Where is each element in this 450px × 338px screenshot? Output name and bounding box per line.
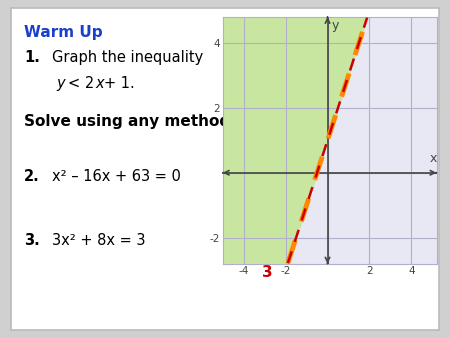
Text: Warm Up: Warm Up	[24, 25, 103, 40]
Text: 2.: 2.	[24, 169, 40, 184]
Text: Graph the inequality: Graph the inequality	[52, 50, 203, 65]
Text: y: y	[331, 20, 339, 32]
Text: y: y	[56, 76, 65, 91]
Text: 3.: 3.	[24, 233, 40, 248]
Text: x: x	[95, 76, 104, 91]
Text: x² – 16x + 63 = 0: x² – 16x + 63 = 0	[52, 169, 181, 184]
Text: 3x² + 8x = 3: 3x² + 8x = 3	[52, 233, 145, 248]
Text: −3,: −3,	[225, 233, 254, 248]
Text: x: x	[430, 152, 437, 165]
Text: 1: 1	[262, 230, 273, 245]
Text: 7, 9: 7, 9	[251, 169, 283, 184]
Text: 3: 3	[262, 265, 273, 280]
Text: + 1.: + 1.	[104, 76, 135, 91]
Text: Solve using any method.: Solve using any method.	[24, 114, 236, 129]
Text: < 2: < 2	[68, 76, 94, 91]
Text: 1.: 1.	[24, 50, 40, 65]
